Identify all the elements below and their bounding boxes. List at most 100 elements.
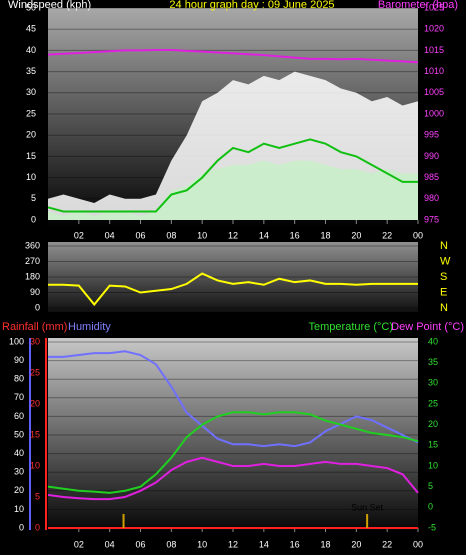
y-tick-label: 20	[26, 130, 36, 140]
x-tick-label: 04	[105, 230, 115, 240]
y2-tick-label: 1010	[424, 66, 444, 76]
series-line	[47, 48, 419, 64]
y2-tick-label: 1005	[424, 87, 444, 97]
y2-tick-label: 990	[424, 151, 439, 161]
y2-tick-label: W	[440, 255, 451, 267]
y-tick-label: 5	[31, 193, 36, 203]
y2-tick-label: 40	[428, 336, 438, 346]
x-tick-label: 18	[320, 230, 330, 240]
y-tick-label: 30	[26, 87, 36, 97]
x-tick-label: 06	[135, 230, 145, 240]
y-tick-label: 40	[14, 448, 24, 458]
y-tick-label: 10	[26, 172, 36, 182]
x-tick-label: 22	[382, 539, 392, 549]
x-tick-label: 04	[105, 539, 115, 549]
y-tick-label: 100	[9, 336, 24, 346]
y2-tick-label: 1015	[424, 45, 444, 55]
y3-tick-label: 15	[30, 429, 40, 439]
x-tick-label: 16	[290, 230, 300, 240]
x-tick-label: 06	[135, 539, 145, 549]
y3-tick-label: 5	[35, 491, 40, 501]
y3-tick-label: 20	[30, 398, 40, 408]
y-tick-label: 0	[19, 522, 24, 532]
series-area	[48, 160, 418, 220]
y2-axis-title: Barometer (hpa)	[378, 0, 458, 11]
x-tick-label: 22	[382, 230, 392, 240]
y2-tick-label: 30	[428, 378, 438, 388]
series-line	[47, 456, 419, 501]
y-tick-label: 10	[14, 504, 24, 514]
y2-tick-label: -5	[428, 522, 436, 532]
y-tick-label: 15	[26, 151, 36, 161]
y2-tick-label: 10	[428, 460, 438, 470]
y2-tick-label: 980	[424, 193, 439, 203]
y-axis-title: Windspeed (kph)	[8, 0, 91, 11]
y2-tick-label: N	[440, 302, 448, 314]
plot-background	[48, 242, 418, 312]
x-tick-label: 02	[74, 539, 84, 549]
y3-tick-label: 30	[30, 336, 40, 346]
y-tick-label: 0	[31, 214, 36, 224]
y3-tick-label: 25	[30, 367, 40, 377]
y-tick-label: 40	[26, 45, 36, 55]
series-line	[47, 138, 418, 213]
y-tick-label: 360	[25, 240, 40, 250]
y2-tick-label: 985	[424, 172, 439, 182]
y3-tick-label: 10	[30, 460, 40, 470]
y-tick-label: 90	[30, 287, 40, 297]
y2-tick-label: 0	[428, 502, 433, 512]
x-tick-label: 16	[290, 539, 300, 549]
series-line	[48, 272, 418, 307]
y-tick-label: 270	[25, 256, 40, 266]
x-tick-label: 18	[320, 539, 330, 549]
chart-title: 24 hour graph day : 09 June 2025	[169, 0, 334, 11]
x-tick-label: 02	[74, 230, 84, 240]
x-tick-label: 14	[259, 230, 269, 240]
y2-tick-label: 25	[428, 398, 438, 408]
y-tick-label: 60	[14, 411, 24, 421]
y3-tick-label: 0	[35, 522, 40, 532]
x-tick-label: 14	[259, 539, 269, 549]
y2-tick-label: 1025	[424, 2, 444, 12]
x-tick-label: 10	[197, 539, 207, 549]
y2-tick-label: 1000	[424, 108, 444, 118]
y-tick-label: 0	[35, 302, 40, 312]
x-tick-label: 00	[413, 539, 423, 549]
y2-tick-label: E	[440, 286, 447, 298]
y-tick-label: 180	[25, 271, 40, 281]
y2-tick-label: 5	[428, 481, 433, 491]
x-tick-label: 12	[228, 539, 238, 549]
y2-tick-label: 1020	[424, 24, 444, 34]
x-tick-label: 08	[166, 230, 176, 240]
y-tick-label: 30	[14, 467, 24, 477]
y2-tick-label: 35	[428, 357, 438, 367]
y2-tick-label: 995	[424, 130, 439, 140]
y-tick-label: 20	[14, 485, 24, 495]
y-tick-label: 50	[14, 429, 24, 439]
legend-rainfall: Rainfall (mm)	[2, 321, 67, 333]
series-line	[47, 411, 419, 494]
x-tick-label: 20	[351, 230, 361, 240]
legend-temperature: Temperature (°C)	[309, 321, 393, 333]
x-tick-label: 12	[228, 230, 238, 240]
y2-tick-label: 975	[424, 214, 439, 224]
y2-tick-label: N	[440, 240, 448, 252]
y-tick-label: 45	[26, 24, 36, 34]
y-tick-label: 35	[26, 66, 36, 76]
y2-tick-label: S	[440, 271, 447, 283]
y-tick-label: 25	[26, 108, 36, 118]
x-tick-label: 08	[166, 539, 176, 549]
y2-tick-label: 15	[428, 440, 438, 450]
y-tick-label: 90	[14, 355, 24, 365]
x-tick-label: 00	[413, 230, 423, 240]
plot-background	[48, 338, 418, 530]
y2-tick-label: 20	[428, 419, 438, 429]
series-line	[48, 350, 419, 448]
x-tick-label: 20	[351, 539, 361, 549]
legend-dew-point: Dew Point (°C)	[391, 321, 464, 333]
legend-humidity: Humidity	[68, 321, 111, 333]
y-tick-label: 50	[26, 2, 36, 12]
y-tick-label: 70	[14, 392, 24, 402]
x-tick-label: 10	[197, 230, 207, 240]
